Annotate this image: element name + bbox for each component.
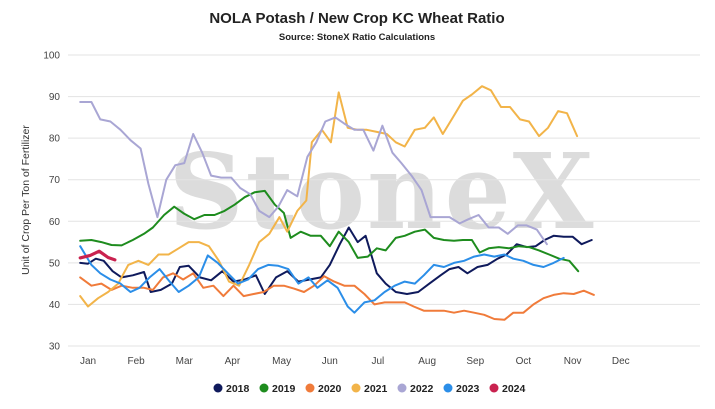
series-line-2018 [79, 226, 593, 295]
gridlines [68, 54, 700, 347]
legend-label: 2018 [226, 383, 250, 395]
series-line-2019 [79, 189, 580, 273]
x-tick-label: Feb [128, 356, 146, 367]
y-tick-label: 70 [49, 175, 61, 186]
legend-marker [305, 383, 315, 393]
x-tick-label: Nov [564, 356, 582, 367]
x-tick-label: May [272, 356, 291, 367]
watermark: StoneX [169, 130, 596, 253]
legend-item-2018[interactable]: 2018 [213, 383, 250, 395]
y-tick-label: 30 [49, 342, 61, 353]
x-tick-label: Jan [80, 356, 96, 367]
y-tick-label: 60 [49, 217, 61, 228]
legend-label: 2020 [318, 383, 342, 395]
series-line-2022 [79, 101, 548, 246]
x-tick-label: Sep [466, 356, 484, 367]
chart-subtitle: Source: StoneX Ratio Calculations [279, 32, 435, 43]
x-tick-label: Jul [371, 356, 384, 367]
legend-marker [213, 383, 223, 393]
x-tick-label: Jun [322, 356, 338, 367]
x-axis-ticks: Jan Feb Mar Apr May Jun Jul Aug Sep Oct Nov Dec [80, 356, 630, 367]
series-line-2024 [78, 249, 117, 262]
legend-label: 2023 [456, 383, 480, 395]
x-tick-label: Oct [516, 356, 532, 367]
legend-label: 2019 [272, 383, 296, 395]
legend-item-2024[interactable]: 2024 [489, 383, 526, 395]
legend-marker [489, 383, 499, 393]
legend-label: 2021 [364, 383, 388, 395]
legend-item-2023[interactable]: 2023 [443, 383, 480, 395]
legend-label: 2022 [410, 383, 434, 395]
y-tick-label: 90 [49, 92, 61, 103]
y-tick-label: 80 [49, 134, 61, 145]
chart-title: NOLA Potash / New Crop KC Wheat Ratio [209, 10, 504, 27]
y-tick-label: 100 [43, 51, 60, 62]
y-axis-ticks: 30 40 50 60 70 80 90 100 [43, 51, 60, 353]
legend-label: 2024 [502, 383, 526, 395]
legend-marker [351, 383, 361, 393]
y-axis-label: Unit of Crop Per Ton of Fertilizer [20, 125, 32, 275]
legend-item-2021[interactable]: 2021 [351, 383, 388, 395]
series-line-2020 [79, 272, 595, 321]
y-tick-label: 50 [49, 258, 61, 269]
legend-item-2019[interactable]: 2019 [259, 383, 296, 395]
x-tick-label: Mar [176, 356, 194, 367]
series-lines [78, 85, 595, 321]
legend-marker [259, 383, 269, 393]
legend-item-2022[interactable]: 2022 [397, 383, 434, 395]
x-tick-label: Aug [418, 356, 436, 367]
series-line-2023 [79, 245, 565, 314]
legend-marker [443, 383, 453, 393]
series-line-2021 [79, 85, 579, 308]
legend-marker [397, 383, 407, 393]
legend: 2018 2019 2020 2021 2022 2023 2024 [213, 383, 526, 395]
y-tick-label: 40 [49, 300, 61, 311]
x-tick-label: Apr [225, 356, 241, 367]
legend-item-2020[interactable]: 2020 [305, 383, 342, 395]
x-tick-label: Dec [612, 356, 630, 367]
